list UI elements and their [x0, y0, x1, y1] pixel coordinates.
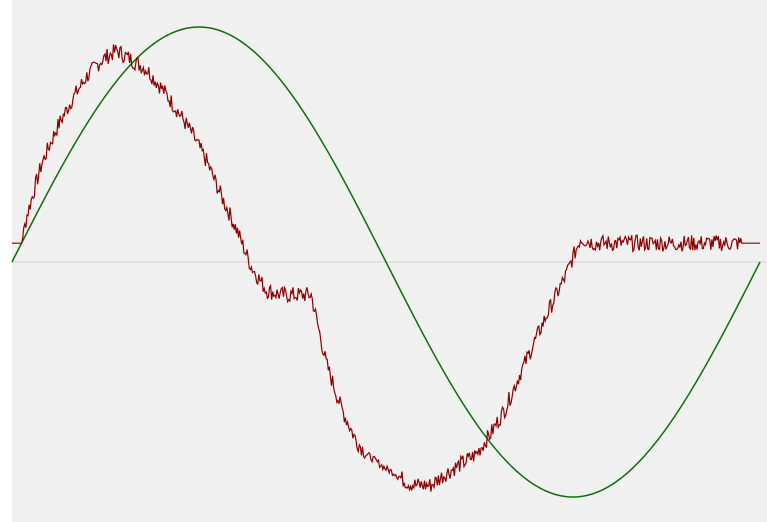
- series-line-measured: [12, 44, 760, 492]
- plot-layer: [11, 26, 767, 498]
- plot-background: [12, 0, 767, 522]
